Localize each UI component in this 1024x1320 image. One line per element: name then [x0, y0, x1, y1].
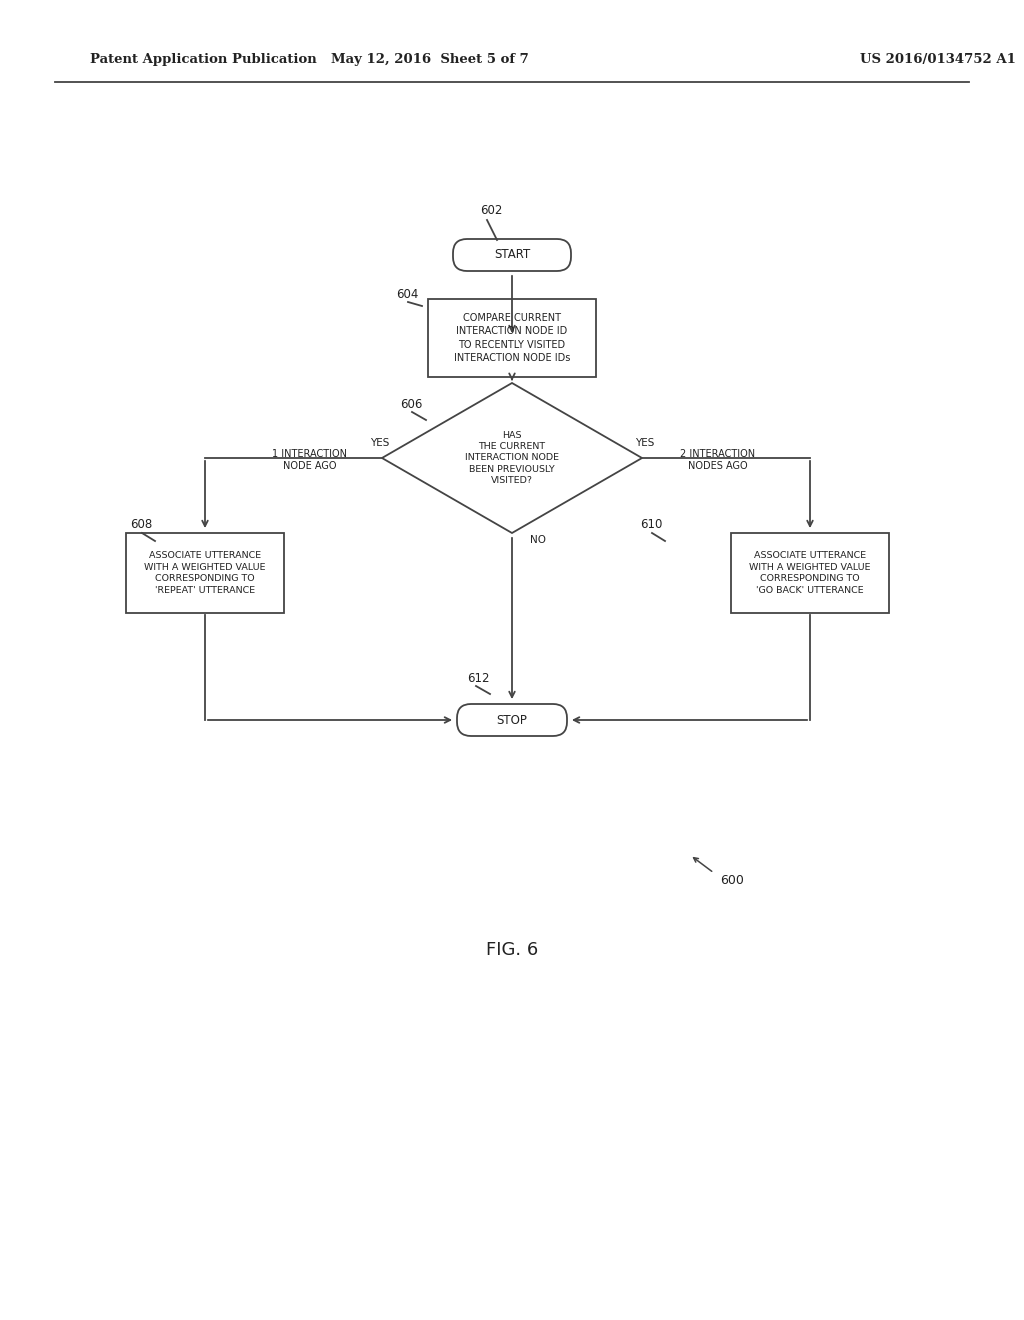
Text: COMPARE CURRENT
INTERACTION NODE ID
TO RECENTLY VISITED
INTERACTION NODE IDs: COMPARE CURRENT INTERACTION NODE ID TO R… — [454, 313, 570, 363]
Text: YES: YES — [371, 438, 390, 447]
Text: ASSOCIATE UTTERANCE
WITH A WEIGHTED VALUE
CORRESPONDING TO
'GO BACK' UTTERANCE: ASSOCIATE UTTERANCE WITH A WEIGHTED VALU… — [750, 552, 870, 595]
FancyBboxPatch shape — [731, 533, 889, 612]
Text: 606: 606 — [400, 399, 422, 412]
FancyBboxPatch shape — [457, 704, 567, 737]
Text: STOP: STOP — [497, 714, 527, 726]
FancyBboxPatch shape — [453, 239, 571, 271]
FancyBboxPatch shape — [126, 533, 284, 612]
Text: 602: 602 — [480, 203, 503, 216]
Text: 600: 600 — [720, 874, 743, 887]
Text: May 12, 2016  Sheet 5 of 7: May 12, 2016 Sheet 5 of 7 — [331, 54, 528, 66]
Text: FIG. 6: FIG. 6 — [485, 941, 539, 960]
Text: 608: 608 — [130, 519, 153, 532]
Text: 610: 610 — [640, 519, 663, 532]
Text: 612: 612 — [467, 672, 489, 685]
Polygon shape — [382, 383, 642, 533]
Text: YES: YES — [635, 438, 654, 447]
FancyBboxPatch shape — [428, 300, 596, 378]
Text: START: START — [494, 248, 530, 261]
Text: HAS
THE CURRENT
INTERACTION NODE
BEEN PREVIOUSLY
VISITED?: HAS THE CURRENT INTERACTION NODE BEEN PR… — [465, 432, 559, 484]
Text: Patent Application Publication: Patent Application Publication — [90, 54, 316, 66]
Text: 604: 604 — [396, 289, 419, 301]
Text: 2 INTERACTION
NODES AGO: 2 INTERACTION NODES AGO — [680, 449, 756, 471]
Text: US 2016/0134752 A1: US 2016/0134752 A1 — [860, 54, 1016, 66]
Text: ASSOCIATE UTTERANCE
WITH A WEIGHTED VALUE
CORRESPONDING TO
'REPEAT' UTTERANCE: ASSOCIATE UTTERANCE WITH A WEIGHTED VALU… — [144, 552, 266, 595]
Text: NO: NO — [530, 535, 546, 545]
Text: 1 INTERACTION
NODE AGO: 1 INTERACTION NODE AGO — [272, 449, 347, 471]
